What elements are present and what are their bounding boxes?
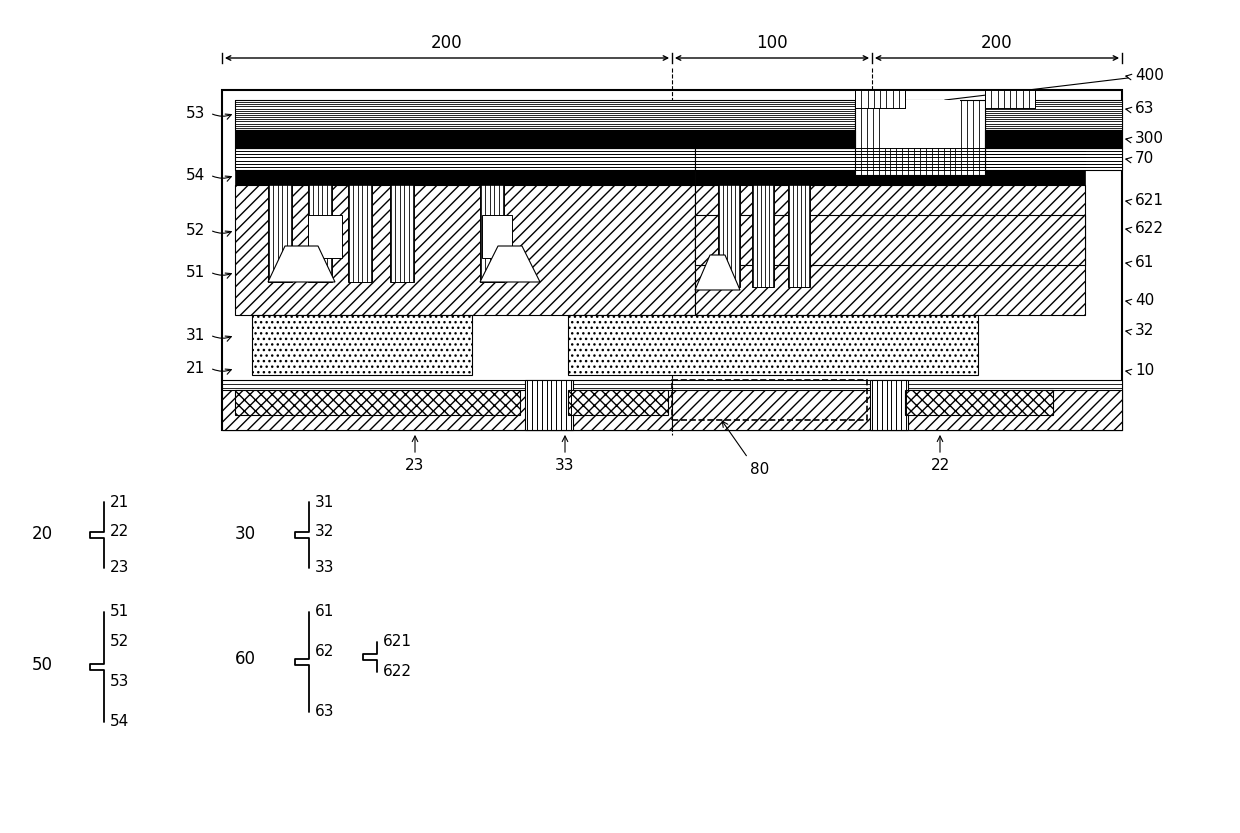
Text: 33: 33 [556, 458, 575, 473]
Text: 80: 80 [750, 462, 770, 477]
Polygon shape [694, 255, 740, 290]
Bar [391, 175, 414, 282]
Text: 40: 40 [1135, 292, 1154, 307]
Text: 60: 60 [234, 650, 255, 668]
Bar [236, 390, 520, 415]
Text: 32: 32 [1135, 322, 1154, 337]
Bar [236, 170, 694, 185]
Bar [268, 175, 291, 282]
Text: 54: 54 [110, 715, 129, 730]
Text: 31: 31 [186, 327, 205, 342]
Bar [568, 315, 978, 375]
Text: 22: 22 [110, 525, 129, 540]
Polygon shape [480, 246, 539, 282]
Bar [482, 215, 512, 258]
Bar [236, 148, 694, 170]
Text: 23: 23 [110, 561, 129, 576]
Bar [985, 90, 1035, 108]
Bar [985, 148, 1122, 170]
Text: 30: 30 [234, 525, 255, 543]
Bar [787, 175, 810, 287]
Text: 300: 300 [1135, 131, 1164, 146]
Bar [308, 175, 332, 282]
Bar [568, 390, 668, 415]
Text: 51: 51 [110, 605, 129, 620]
Polygon shape [268, 246, 335, 282]
Bar [870, 380, 908, 430]
Bar [348, 175, 372, 282]
Text: 21: 21 [186, 361, 205, 376]
Bar [480, 175, 503, 282]
Text: 53: 53 [110, 675, 129, 690]
Bar [751, 175, 774, 287]
Bar [252, 315, 472, 375]
Bar [985, 130, 1122, 148]
Text: 20: 20 [31, 525, 52, 543]
Bar [222, 90, 1122, 430]
Text: 621: 621 [383, 635, 412, 650]
Text: 32: 32 [315, 525, 335, 540]
Bar [905, 390, 1053, 415]
Text: 621: 621 [1135, 192, 1164, 207]
Text: 23: 23 [405, 458, 424, 473]
Text: 70: 70 [1135, 151, 1154, 166]
Bar [308, 215, 342, 258]
Text: 63: 63 [1135, 101, 1154, 116]
Bar [694, 170, 1085, 185]
Bar [856, 90, 905, 108]
Text: 52: 52 [186, 222, 205, 237]
Bar [672, 390, 1122, 430]
Text: 21: 21 [110, 495, 129, 510]
Text: 200: 200 [981, 34, 1013, 52]
Text: 10: 10 [1135, 362, 1154, 377]
Bar [985, 100, 1122, 130]
Bar [236, 100, 856, 130]
Bar [222, 390, 672, 430]
Bar [672, 380, 867, 420]
Text: 62: 62 [315, 645, 335, 660]
Text: 400: 400 [1135, 67, 1164, 82]
Bar [718, 175, 740, 287]
Text: 53: 53 [186, 106, 205, 121]
Bar [222, 380, 1122, 430]
Text: 54: 54 [186, 167, 205, 182]
Bar [694, 148, 1085, 170]
Bar [525, 380, 573, 430]
Text: 52: 52 [110, 635, 129, 650]
Text: 33: 33 [315, 561, 335, 576]
Text: 50: 50 [31, 656, 52, 674]
Text: 63: 63 [315, 705, 335, 720]
Text: 622: 622 [1135, 221, 1164, 236]
Bar [236, 130, 856, 148]
Text: 61: 61 [1135, 255, 1154, 270]
Bar [236, 185, 694, 315]
Text: 100: 100 [756, 34, 787, 52]
Text: 200: 200 [432, 34, 463, 52]
Bar [856, 100, 985, 175]
Text: 622: 622 [383, 665, 412, 680]
Bar [694, 215, 1085, 265]
Text: 31: 31 [315, 495, 335, 510]
Bar [694, 185, 1085, 315]
Text: 51: 51 [186, 265, 205, 280]
Text: 22: 22 [930, 458, 950, 473]
Bar [880, 100, 960, 148]
Text: 61: 61 [315, 605, 335, 620]
